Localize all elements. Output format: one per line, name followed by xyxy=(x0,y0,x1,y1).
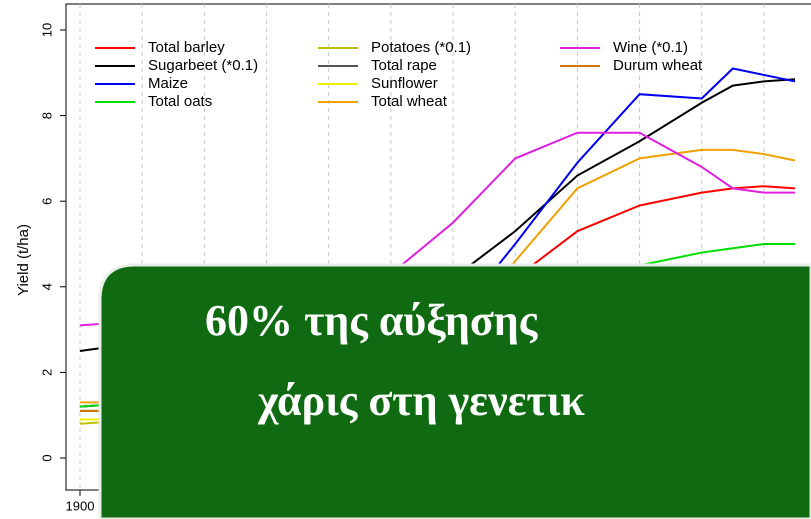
legend-label: Total oats xyxy=(148,93,212,110)
y-tick-label: 2 xyxy=(39,369,54,376)
legend-label: Sunflower xyxy=(371,75,438,92)
legend-label: Total wheat xyxy=(371,93,448,110)
y-tick-label: 4 xyxy=(39,283,54,290)
callout-box xyxy=(98,263,811,519)
legend-label: Total barley xyxy=(148,39,225,56)
legend-label: Potatoes (*0.1) xyxy=(371,39,471,56)
y-tick-label: 6 xyxy=(39,198,54,205)
y-axis-label: Yield (t/ha) xyxy=(15,224,32,296)
legend-label: Durum wheat xyxy=(613,57,703,74)
x-tick-label: 1900 xyxy=(66,498,95,513)
y-tick-label: 0 xyxy=(39,454,54,461)
y-tick-label: 10 xyxy=(39,23,54,37)
y-tick-label: 8 xyxy=(39,112,54,119)
callout-text: χάρις στη γενετικ xyxy=(257,376,585,425)
legend-label: Maize xyxy=(148,75,188,92)
legend-label: Wine (*0.1) xyxy=(613,39,688,56)
legend-label: Sugarbeet (*0.1) xyxy=(148,57,258,74)
legend-label: Total rape xyxy=(371,57,437,74)
overlay: 60% της αύξησης χάρις στη γενετικ xyxy=(98,263,811,519)
callout-text: 60% της αύξησης xyxy=(205,296,539,345)
